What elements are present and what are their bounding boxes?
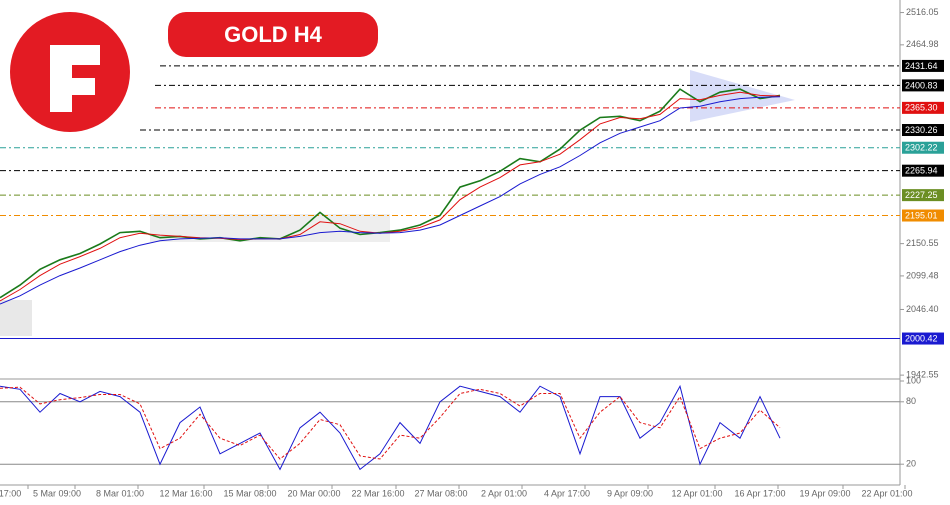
y-tick-label: 2046.40 — [906, 304, 939, 314]
x-tick-label: 12 Apr 01:00 — [671, 488, 722, 498]
y-tick-label: 1942.55 — [906, 369, 939, 379]
series-line — [0, 96, 781, 305]
y-tick-label: 2464.98 — [906, 39, 939, 49]
y-tick-label: 2516.05 — [906, 7, 939, 17]
level-label: 2195.01 — [905, 210, 938, 220]
level-label: 2400.83 — [905, 80, 938, 90]
x-tick-label: 12 Mar 16:00 — [159, 488, 212, 498]
x-tick-label: 2 Apr 01:00 — [481, 488, 527, 498]
level-label: 2000.42 — [905, 333, 938, 343]
level-label: 2431.64 — [905, 61, 938, 71]
y-tick-label: 100 — [906, 375, 921, 385]
level-label-box — [902, 332, 944, 345]
x-tick-label: 16 Apr 17:00 — [734, 488, 785, 498]
level-label: 2302.22 — [905, 143, 938, 153]
level-label-box — [902, 164, 944, 177]
x-tick-label: 9 Apr 09:00 — [607, 488, 653, 498]
level-label: 2265.94 — [905, 166, 938, 176]
level-label-box — [902, 79, 944, 92]
series-line — [0, 384, 781, 471]
y-tick-label: 20 — [906, 459, 916, 469]
level-label-box — [902, 209, 944, 222]
y-tick-label: 2150.55 — [906, 238, 939, 248]
x-tick-label: 19 Apr 09:00 — [799, 488, 850, 498]
y-tick-label: 80 — [906, 396, 916, 406]
level-label: 2330.26 — [905, 125, 938, 135]
level-label-box — [902, 189, 944, 202]
triangle-pattern — [690, 70, 795, 122]
level-label: 2365.30 — [905, 103, 938, 113]
x-tick-label: 27 Mar 08:00 — [414, 488, 467, 498]
series-line — [0, 386, 781, 460]
x-tick-label: 22 Apr 01:00 — [861, 488, 912, 498]
x-tick-label: 5 Mar 09:00 — [33, 488, 81, 498]
x-tick-label: 17:00 — [0, 488, 21, 498]
title-box — [168, 12, 378, 57]
series-line — [0, 91, 781, 302]
level-label-box — [902, 141, 944, 154]
x-tick-label: 4 Apr 17:00 — [544, 488, 590, 498]
shade-box — [0, 300, 32, 336]
level-label-box — [902, 124, 944, 137]
x-tick-label: 22 Mar 16:00 — [351, 488, 404, 498]
x-tick-label: 20 Mar 00:00 — [287, 488, 340, 498]
level-label-box — [902, 101, 944, 114]
x-tick-label: 15 Mar 08:00 — [223, 488, 276, 498]
logo — [10, 12, 130, 132]
y-tick-label: 2099.48 — [906, 270, 939, 280]
level-label: 2227.25 — [905, 190, 938, 200]
chart-title: GOLD H4 — [224, 22, 323, 47]
level-label-box — [902, 59, 944, 72]
x-tick-label: 8 Mar 01:00 — [96, 488, 144, 498]
series-line — [0, 88, 781, 299]
